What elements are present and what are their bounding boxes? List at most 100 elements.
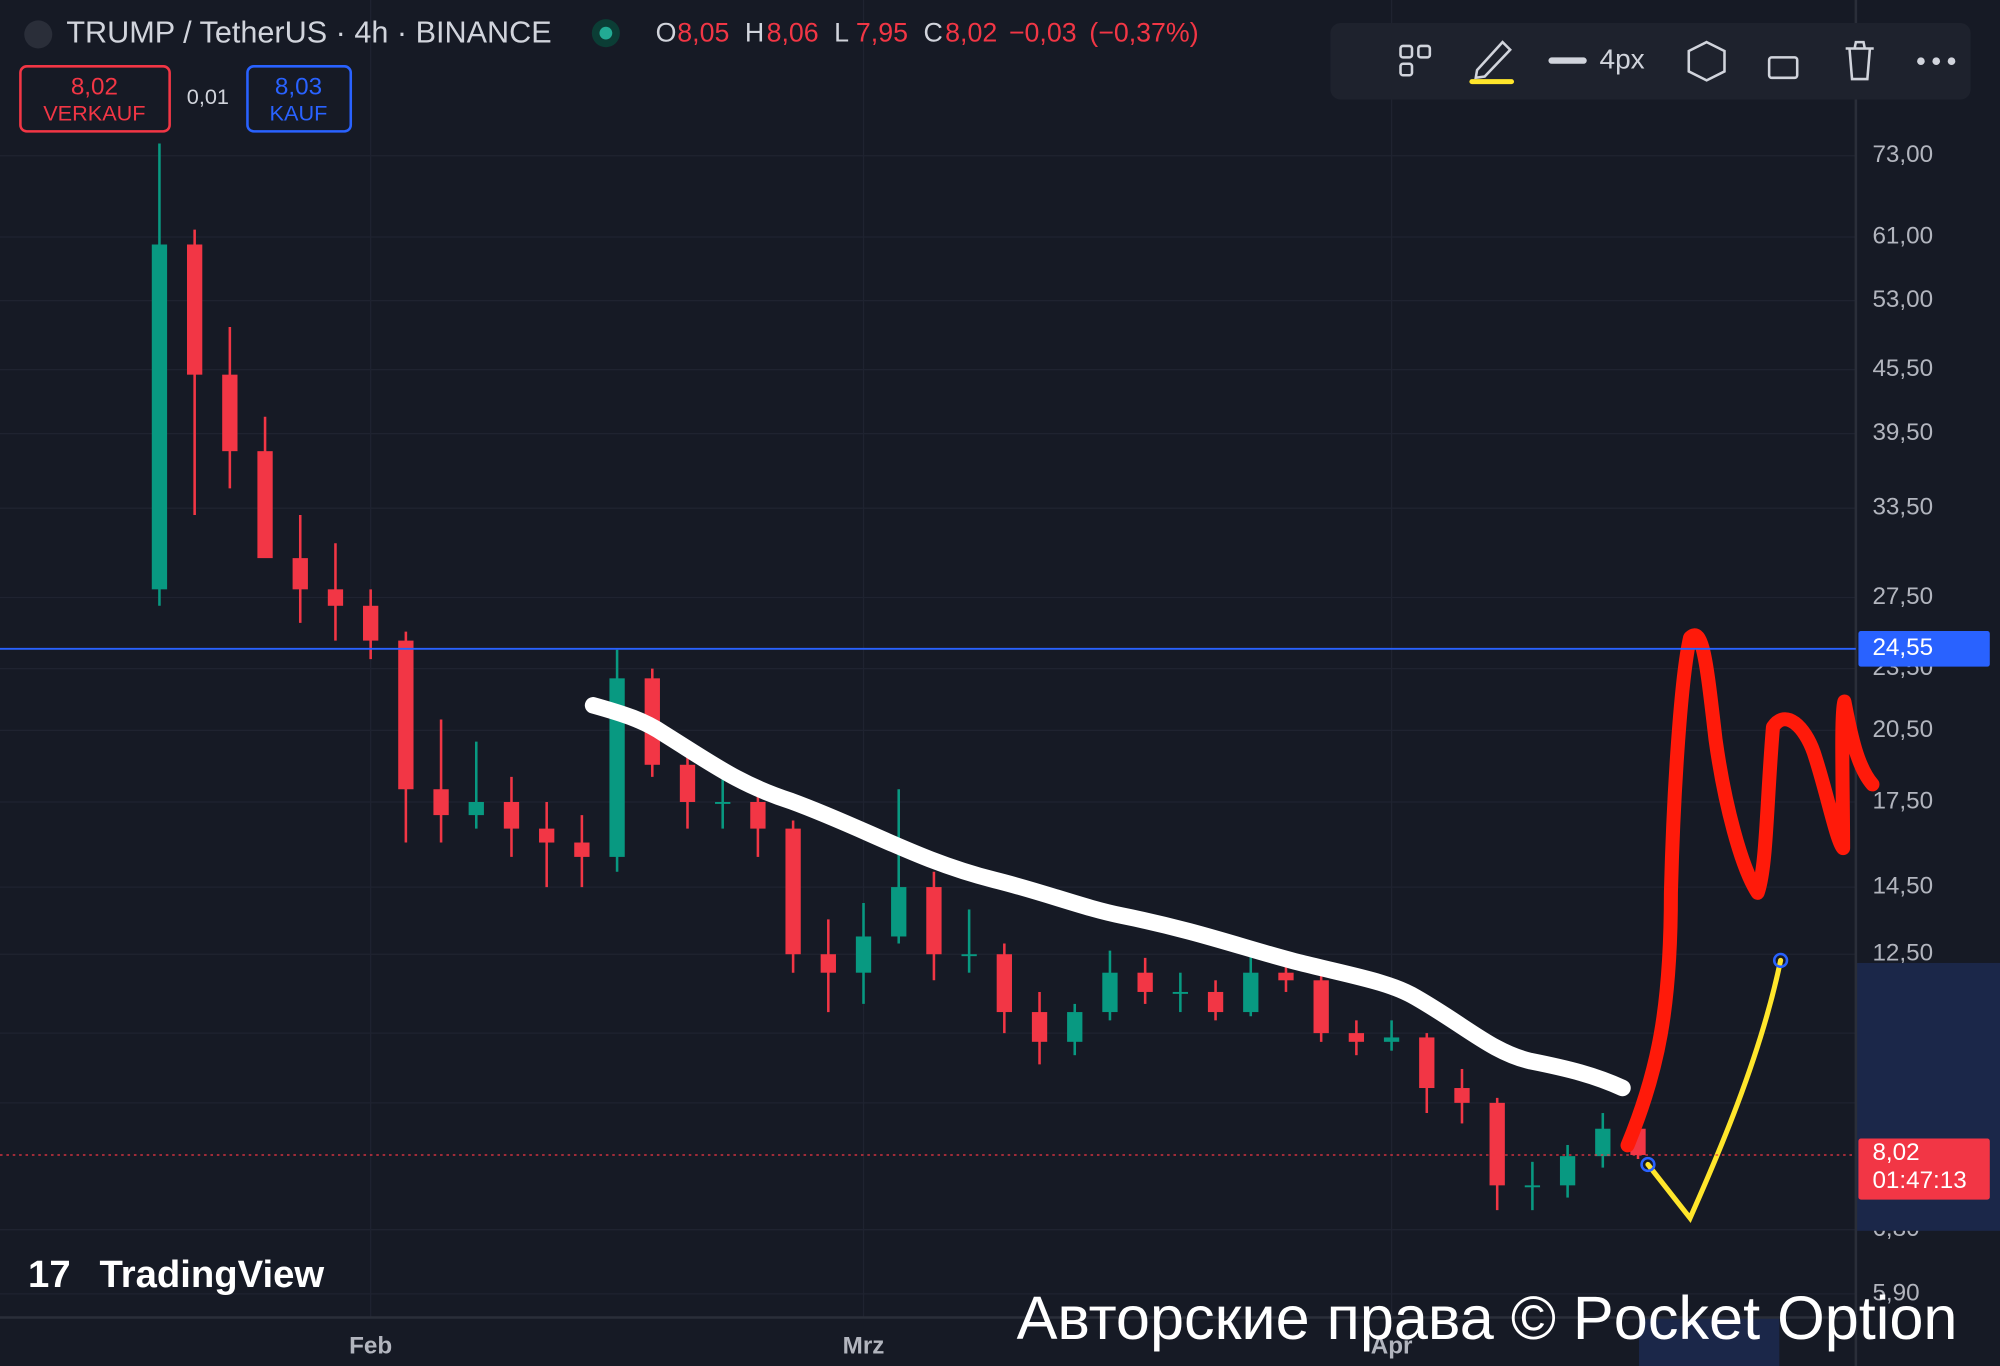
grid: 5,906,809,0010,5012,5014,5017,5020,5023,… xyxy=(0,0,1933,1359)
dot[interactable] xyxy=(1947,57,1956,66)
drawing-handle xyxy=(1772,952,1789,969)
candle-body xyxy=(363,605,379,641)
candle-body xyxy=(1102,972,1118,1013)
candle-body xyxy=(785,828,801,955)
y-tick-label: 5,90 xyxy=(1872,1279,1919,1306)
symbol-icon xyxy=(24,20,53,49)
sell-label[interactable]: VERKAUF xyxy=(43,101,145,126)
legend-change: −0,03 xyxy=(1009,18,1077,48)
more[interactable] xyxy=(1917,57,1956,66)
y-tick-label: 27,50 xyxy=(1872,583,1933,610)
candle-body xyxy=(855,936,872,973)
candle-body xyxy=(503,801,520,829)
status xyxy=(599,26,613,40)
candle-body xyxy=(1278,972,1294,981)
x-tick-label: Mrz xyxy=(843,1332,885,1359)
chart-title: TRUMP / TetherUS · 4h · BINANCE xyxy=(66,16,551,50)
candle-body xyxy=(186,244,203,375)
width-indicator[interactable] xyxy=(1548,57,1587,64)
icon[interactable] xyxy=(1687,40,1726,82)
y-tick-label: 73,00 xyxy=(1872,141,1933,168)
candle-body xyxy=(1207,991,1224,1013)
legend-key: C xyxy=(923,18,942,48)
color-indicator[interactable] xyxy=(1469,79,1515,85)
axis-highlight xyxy=(1639,1317,1780,1366)
candle-body xyxy=(1559,1156,1576,1186)
y-tick-label: 53,00 xyxy=(1872,286,1933,313)
legend-key: O xyxy=(656,18,677,48)
candle-body xyxy=(996,954,1012,1013)
candle-body xyxy=(750,801,766,829)
candle-body xyxy=(891,887,907,937)
candle-body xyxy=(151,244,168,590)
candle-body xyxy=(222,374,238,452)
icon[interactable] xyxy=(1399,62,1414,77)
watermark: TradingView xyxy=(99,1253,324,1296)
dot[interactable] xyxy=(1917,57,1925,66)
last-price-label: 8,02 xyxy=(1872,1139,1919,1166)
candle-body xyxy=(1454,1088,1470,1103)
icon[interactable] xyxy=(1767,56,1799,80)
legend-value: 8,06 xyxy=(767,18,819,48)
candle-body xyxy=(1137,972,1153,992)
legend-key: L xyxy=(834,18,849,48)
price-label: 24,55 xyxy=(1872,634,1933,661)
sell-button[interactable] xyxy=(19,65,171,133)
candle-body xyxy=(257,451,273,559)
y-tick-label: 33,50 xyxy=(1872,494,1933,521)
watermark: 17 xyxy=(28,1253,71,1296)
candle-body xyxy=(961,954,977,957)
candle-body xyxy=(398,640,414,790)
candle-body xyxy=(820,954,836,973)
icon[interactable] xyxy=(1399,44,1414,59)
candle-body xyxy=(1595,1128,1611,1157)
candle-body xyxy=(1172,991,1189,994)
candle-body xyxy=(292,558,308,590)
countdown: 01:47:13 xyxy=(1872,1167,1966,1194)
candle-body xyxy=(1067,1012,1083,1042)
y-tick-label: 17,50 xyxy=(1872,787,1933,814)
drawing-yellow xyxy=(1645,957,1784,1223)
candle-body xyxy=(433,789,449,816)
buy-label[interactable]: KAUF xyxy=(270,101,328,126)
toolbar xyxy=(1330,22,1971,100)
sell-price[interactable]: 8,02 xyxy=(71,73,118,100)
last-price-bg xyxy=(1858,1138,1990,1200)
buy-price[interactable]: 8,03 xyxy=(275,73,322,100)
spread: 0,01 xyxy=(187,84,229,109)
y-tick-label: 14,50 xyxy=(1872,872,1933,899)
candle-body xyxy=(715,801,731,804)
buy-button[interactable] xyxy=(246,65,353,133)
candle-body xyxy=(679,764,696,802)
dot[interactable] xyxy=(1932,57,1941,66)
x-tick-label: Feb xyxy=(349,1332,392,1359)
x-tick-label: Apr xyxy=(1371,1332,1413,1359)
candle-body xyxy=(1313,980,1329,1034)
y-tick-label: 61,00 xyxy=(1872,222,1933,249)
candle-body xyxy=(327,589,344,606)
legend-value: 8,05 xyxy=(677,18,729,48)
y-tick-label: 45,50 xyxy=(1872,355,1933,382)
icon[interactable] xyxy=(1845,40,1874,81)
candle-body xyxy=(609,678,625,857)
drawing-red xyxy=(1620,628,1880,1153)
legend-change-pct: (−0,37%) xyxy=(1089,18,1198,48)
drawing-trendline xyxy=(584,697,1631,1097)
drawing-handle xyxy=(1640,1156,1656,1173)
candle-body xyxy=(1348,1033,1365,1042)
toolbar-icons xyxy=(1399,40,1874,82)
y-tick-label: 39,50 xyxy=(1872,419,1933,446)
legend: O 8,05 H 8,06 L 7,95 C 8,02 −0,03 (−0,37%) xyxy=(656,18,1199,48)
icon[interactable] xyxy=(1474,40,1512,80)
legend-value: 7,95 xyxy=(856,18,908,48)
legend-key: H xyxy=(745,18,764,48)
price-label-bg xyxy=(1858,630,1990,667)
width-label[interactable]: 4px xyxy=(1599,44,1644,75)
icon[interactable] xyxy=(1417,44,1432,59)
candle-body xyxy=(539,828,555,843)
candle-body xyxy=(1489,1102,1505,1186)
copyright: Авторские права © Pocket Option xyxy=(1017,1284,1958,1352)
